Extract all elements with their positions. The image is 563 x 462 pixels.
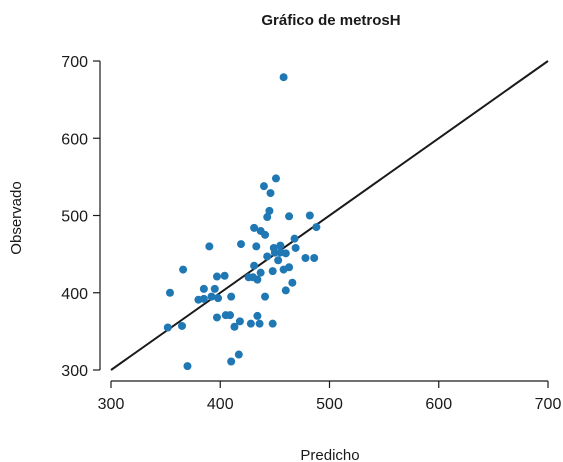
data-point-44 xyxy=(214,294,223,303)
chart-title: Gráfico de metrosH xyxy=(261,12,400,29)
x-tick-label-300: 300 xyxy=(98,396,125,413)
data-point-36 xyxy=(220,271,229,280)
points-group xyxy=(163,73,321,371)
axes: 300 400 500 600 700 300 400 500 600 700 xyxy=(61,54,561,413)
data-point-8 xyxy=(285,212,294,221)
data-point-11 xyxy=(261,230,270,239)
reference-line xyxy=(110,60,549,371)
data-point-2 xyxy=(259,182,268,191)
data-point-52 xyxy=(246,319,255,328)
x-axis-label: Predicho xyxy=(300,447,359,462)
data-point-0 xyxy=(279,73,288,82)
data-point-58 xyxy=(178,321,187,330)
data-point-56 xyxy=(230,322,239,331)
data-point-23 xyxy=(301,253,310,262)
data-point-39 xyxy=(210,284,219,293)
data-point-51 xyxy=(235,317,244,326)
y-tick-label-700: 700 xyxy=(61,54,88,71)
data-point-1 xyxy=(271,174,280,183)
data-point-40 xyxy=(199,284,208,293)
data-point-45 xyxy=(227,292,236,301)
data-point-13 xyxy=(276,241,285,250)
data-point-29 xyxy=(256,268,265,277)
data-point-17 xyxy=(252,242,261,251)
data-point-19 xyxy=(263,252,272,261)
data-point-55 xyxy=(268,319,277,328)
data-point-35 xyxy=(212,272,221,281)
data-point-37 xyxy=(288,278,297,287)
data-point-50 xyxy=(226,311,235,320)
data-point-18 xyxy=(205,242,214,251)
data-point-59 xyxy=(234,350,243,359)
data-point-54 xyxy=(255,319,264,328)
y-tick-label-500: 500 xyxy=(61,209,88,226)
data-point-47 xyxy=(165,288,174,297)
reference-line-group xyxy=(110,60,549,371)
data-point-61 xyxy=(183,362,192,371)
data-point-48 xyxy=(212,313,221,322)
data-point-53 xyxy=(253,311,262,320)
data-point-33 xyxy=(249,273,258,282)
x-tick-label-600: 600 xyxy=(425,396,452,413)
x-tick-label-400: 400 xyxy=(207,396,234,413)
y-tick-label-300: 300 xyxy=(61,363,88,380)
x-tick-label-700: 700 xyxy=(535,396,562,413)
data-point-28 xyxy=(268,267,277,276)
data-point-9 xyxy=(305,211,314,220)
data-point-10 xyxy=(312,223,321,232)
y-tick-label-600: 600 xyxy=(61,131,88,148)
data-point-42 xyxy=(199,294,208,303)
data-point-3 xyxy=(266,189,275,198)
data-point-16 xyxy=(237,240,246,249)
data-point-34 xyxy=(179,265,188,274)
data-point-30 xyxy=(250,261,259,270)
data-point-15 xyxy=(291,243,300,252)
data-point-4 xyxy=(265,206,274,215)
data-point-27 xyxy=(279,265,288,274)
data-point-24 xyxy=(310,253,319,262)
y-tick-label-400: 400 xyxy=(61,286,88,303)
data-point-43 xyxy=(207,292,216,301)
data-point-22 xyxy=(281,249,290,258)
data-point-38 xyxy=(281,286,290,295)
data-point-57 xyxy=(163,323,172,332)
x-tick-label-500: 500 xyxy=(316,396,343,413)
data-point-5 xyxy=(263,213,272,222)
y-axis-label: Observado xyxy=(8,181,25,254)
data-point-25 xyxy=(274,256,283,265)
data-point-46 xyxy=(261,292,270,301)
data-point-14 xyxy=(290,234,299,243)
data-point-60 xyxy=(227,357,236,366)
data-point-6 xyxy=(250,223,259,232)
